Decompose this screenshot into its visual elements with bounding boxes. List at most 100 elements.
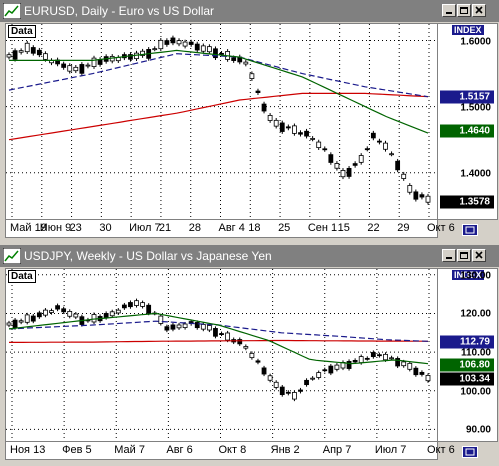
minimize-icon	[446, 12, 452, 14]
candle-body	[61, 308, 67, 313]
usdjpy-window-title: USDJPY, Weekly - US Dollar vs Japanese Y…	[24, 249, 272, 263]
price-tick-label: 130.00	[460, 270, 491, 282]
usdjpy-plot-area[interactable]: Data	[5, 268, 438, 442]
candle-body	[328, 365, 334, 374]
candle-body	[255, 90, 261, 93]
minimize-button[interactable]	[442, 249, 456, 262]
candle-body	[377, 354, 382, 357]
candle-body	[370, 352, 376, 358]
chart-properties-button[interactable]	[462, 446, 478, 458]
eurusd-chart-window[interactable]: EURUSD, Daily - Euro vs US Dollar Data I…	[0, 0, 499, 242]
candle-body	[36, 49, 42, 56]
candle-body	[12, 319, 18, 329]
candle-body	[383, 353, 388, 361]
time-tick-label: 28	[188, 222, 201, 234]
time-tick-label: Окт 6	[427, 222, 455, 234]
candle-body	[49, 310, 54, 313]
candle-body	[194, 43, 200, 51]
candle-body	[310, 138, 316, 140]
maximize-button[interactable]	[457, 249, 471, 262]
candle-body	[413, 367, 419, 376]
candle-body	[370, 132, 376, 139]
minimize-icon	[446, 257, 452, 259]
usdjpy-title-bar[interactable]: USDJPY, Weekly - US Dollar vs Japanese Y…	[0, 245, 499, 267]
price-tick-label: 1.6000	[460, 36, 491, 48]
price-tick-label: 100.00	[460, 386, 491, 398]
candle-body	[24, 314, 30, 323]
candle-body	[425, 195, 431, 203]
candle-body	[231, 57, 237, 61]
candle-body	[43, 53, 48, 60]
usdjpy-chart-window[interactable]: USDJPY, Weekly - US Dollar vs Japanese Y…	[0, 245, 499, 466]
price-tick-label: 120.00	[460, 308, 491, 320]
time-tick-label: Авг 6	[166, 444, 193, 456]
candle-body	[182, 323, 188, 328]
chart-properties-icon	[465, 226, 475, 234]
candle-body	[30, 315, 36, 322]
moving-average-line-mid	[8, 53, 429, 98]
candle-body	[206, 325, 212, 331]
time-tick-label: 30	[99, 222, 112, 234]
candle-body	[30, 47, 36, 54]
candle-body	[407, 362, 413, 370]
current-price-badge: 112.79	[440, 335, 494, 349]
data-label[interactable]: Data	[8, 25, 36, 38]
moving-average-line-mid	[8, 320, 429, 342]
eurusd-window-title: EURUSD, Daily - Euro vs US Dollar	[24, 4, 215, 18]
candle-body	[176, 40, 182, 45]
chart-properties-button[interactable]	[462, 224, 478, 236]
price-tick-label: 1.5000	[460, 102, 491, 114]
time-tick-label: Фев 5	[62, 444, 92, 456]
eurusd-plot-area[interactable]: Data	[5, 23, 438, 220]
candle-body	[146, 304, 152, 314]
candle-body	[243, 61, 249, 65]
moving-average-line-slow	[8, 92, 429, 141]
time-tick-label: Янв 2	[270, 444, 300, 456]
maximize-button[interactable]	[457, 4, 471, 17]
eurusd-price-chart	[6, 24, 437, 219]
candle-body	[43, 309, 48, 316]
candle-body	[395, 358, 401, 367]
candle-body	[395, 160, 401, 171]
chart-window-icon	[3, 248, 21, 264]
index-label: INDEX	[452, 270, 484, 280]
candle-body	[279, 122, 285, 132]
candle-body	[213, 48, 218, 59]
time-tick-label: 15	[337, 222, 350, 234]
candle-body	[91, 57, 97, 67]
candle-body	[273, 381, 279, 388]
close-button[interactable]	[472, 249, 486, 262]
candle-body	[73, 313, 79, 318]
candle-body	[346, 361, 352, 369]
candle-body	[249, 73, 255, 79]
candle-body	[364, 357, 370, 360]
candle-body	[419, 194, 425, 198]
close-icon	[475, 251, 483, 259]
close-button[interactable]	[472, 4, 486, 17]
candle-body	[304, 130, 309, 137]
candle-body	[267, 115, 273, 121]
candle-body	[188, 41, 194, 45]
candle-body	[158, 315, 164, 324]
candle-body	[79, 64, 85, 74]
time-tick-label: Окт 8	[218, 444, 247, 456]
candle-body	[401, 361, 407, 367]
time-tick-label: Ноя 13	[10, 444, 46, 456]
candle-body	[255, 360, 261, 363]
candle-body	[298, 389, 303, 392]
data-label[interactable]: Data	[8, 270, 36, 283]
candle-body	[164, 40, 170, 45]
candle-body	[328, 154, 334, 163]
candle-body	[401, 173, 407, 179]
candle-body	[407, 185, 413, 193]
candle-body	[6, 54, 12, 58]
candle-body	[200, 324, 206, 330]
candle-body	[316, 141, 322, 149]
usdjpy-price-chart	[6, 269, 437, 441]
time-tick-label: Июн 9	[39, 222, 72, 234]
minimize-button[interactable]	[442, 4, 456, 17]
eurusd-price-axis: INDEX 1.6000 1.5000 1.4000 1.5157 1.4640 1.35…	[438, 23, 498, 220]
eurusd-title-bar[interactable]: EURUSD, Daily - Euro vs US Dollar	[0, 0, 499, 22]
chart-properties-icon	[465, 448, 475, 456]
candle-body	[383, 142, 388, 150]
